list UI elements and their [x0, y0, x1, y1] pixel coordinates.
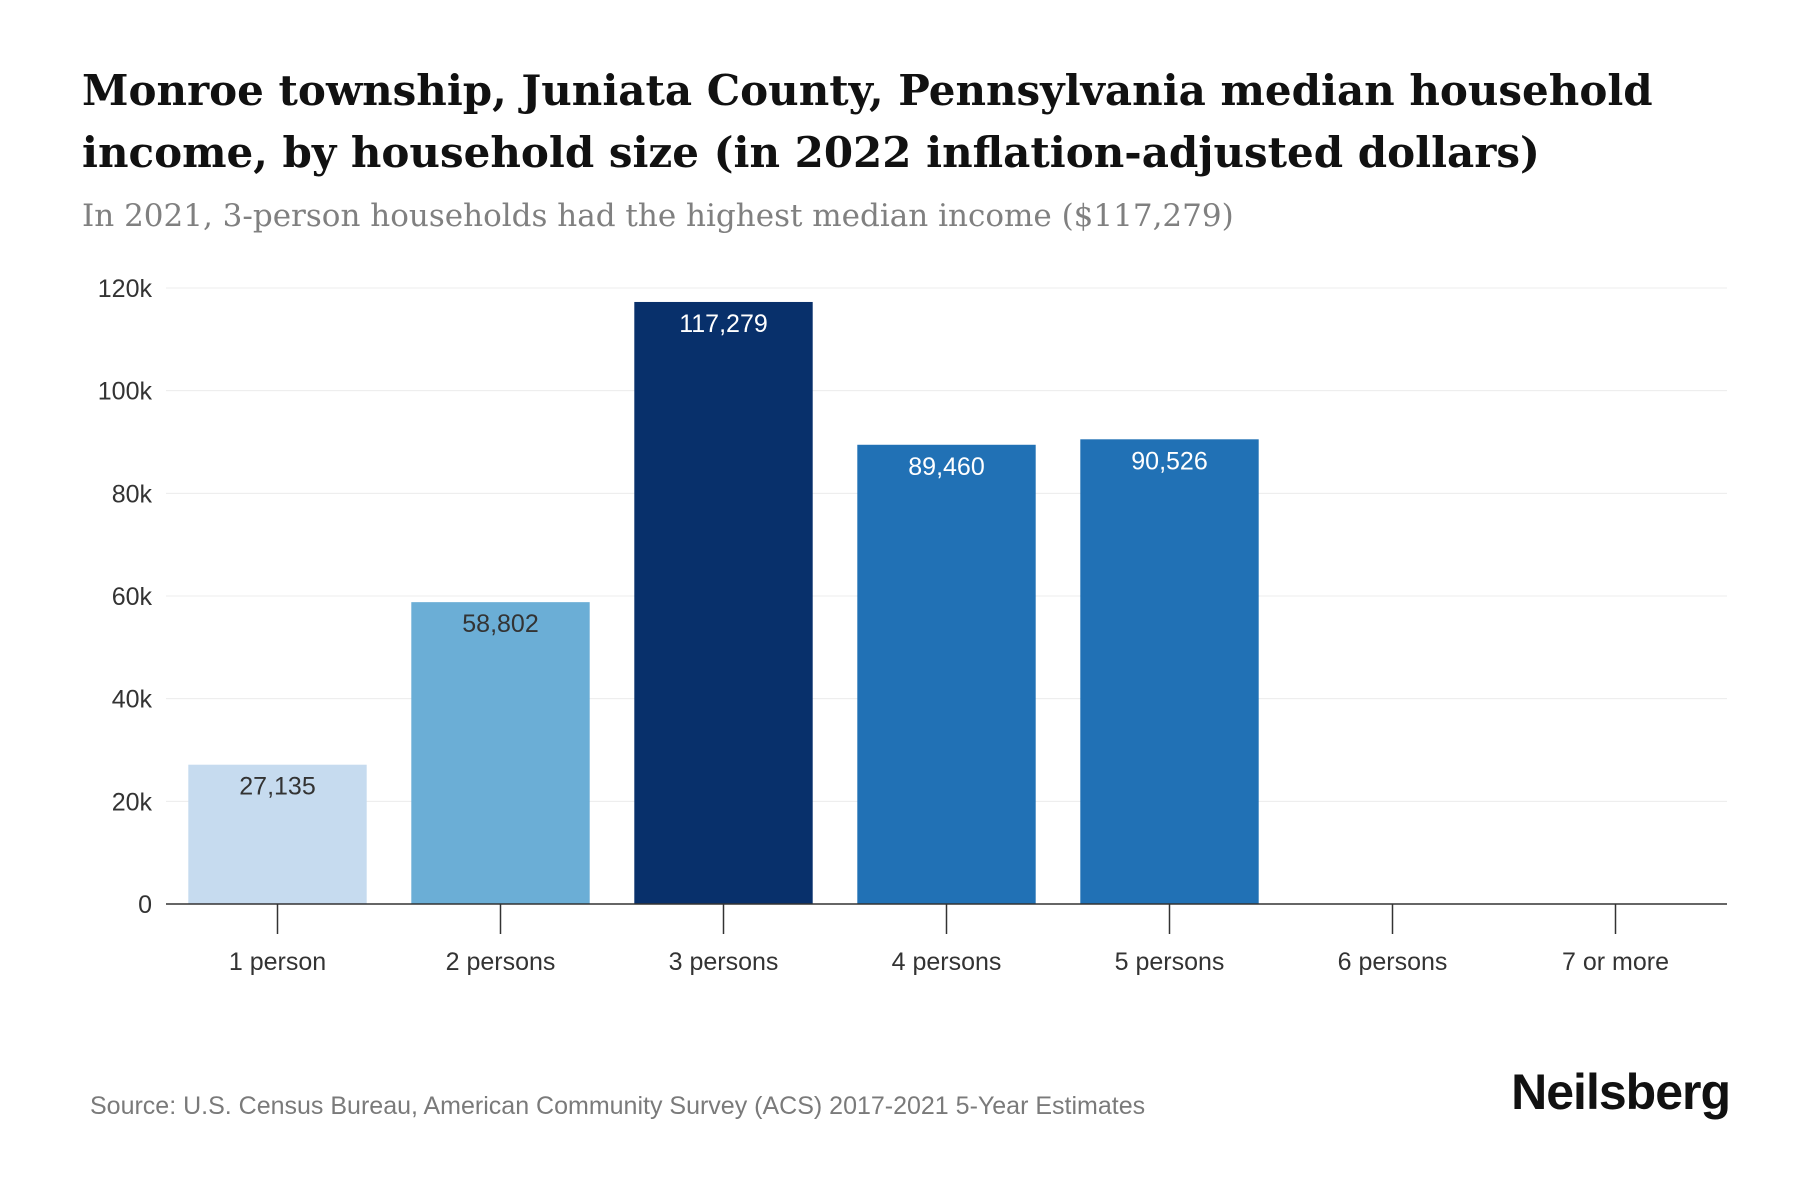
bar-chart: 0 20k 40k 60k 80k 100k 120k 27,135 58,802 117,27…: [98, 275, 1727, 976]
data-labels: 27,135 58,802 117,279 89,460 90,526: [239, 310, 1207, 801]
x-category-label: 2 persons: [446, 948, 556, 976]
y-tick-label: 40k: [112, 686, 153, 714]
chart-subtitle: In 2021, 3-person households had the hig…: [82, 198, 1234, 234]
x-category-label: 5 persons: [1115, 948, 1225, 976]
y-tick-label: 100k: [98, 378, 153, 406]
bar-data-label: 58,802: [462, 610, 538, 638]
bars: [188, 301, 1259, 905]
bar: [188, 764, 367, 904]
bar-data-label: 117,279: [679, 310, 768, 338]
bar: [857, 444, 1036, 904]
x-category-label: 4 persons: [892, 948, 1002, 976]
bar-data-label: 27,135: [239, 773, 315, 801]
source-note: Source: U.S. Census Bureau, American Com…: [90, 1092, 1146, 1120]
y-tick-label: 60k: [112, 583, 153, 611]
x-axis-ticks: 1 person 2 persons 3 persons 4 persons 5 per…: [229, 904, 1669, 976]
x-category-label: 7 or more: [1562, 948, 1669, 976]
bar: [1080, 439, 1259, 904]
x-category-label: 6 persons: [1338, 948, 1448, 976]
bar-data-label: 90,526: [1131, 447, 1207, 475]
bar-data-label: 89,460: [908, 453, 984, 481]
x-category-label: 1 person: [229, 948, 326, 976]
bar: [634, 301, 813, 905]
chart-title: Monroe township, Juniata County, Pennsyl…: [82, 66, 1653, 177]
bar: [411, 602, 590, 904]
y-tick-label: 80k: [112, 480, 153, 508]
x-category-label: 3 persons: [669, 948, 779, 976]
y-tick-label: 120k: [98, 275, 153, 303]
y-axis-ticks: 0 20k 40k 60k 80k 100k 120k: [98, 275, 153, 919]
y-tick-label: 20k: [112, 788, 153, 816]
y-tick-label: 0: [138, 891, 152, 919]
neilsberg-logo: Neilsberg: [1511, 1064, 1731, 1120]
